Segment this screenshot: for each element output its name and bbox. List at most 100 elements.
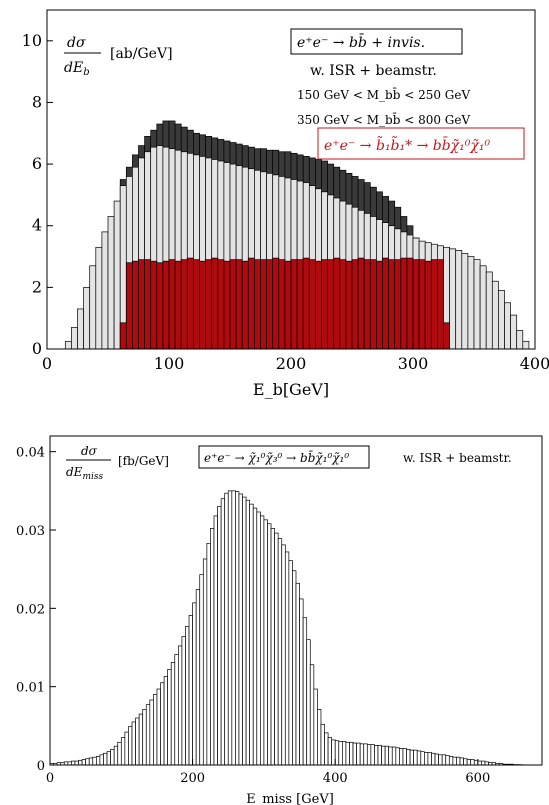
p1-bar-s2-53: [443, 322, 450, 350]
p2-bar-s0-68: [292, 570, 297, 766]
p2-bar-s0-111: [445, 755, 450, 766]
p2-bar-s0-50: [227, 490, 233, 766]
p2-bar-s0-59: [260, 515, 265, 766]
p1-bar-s2-20: [241, 260, 249, 350]
p1-bar-s2-44: [388, 259, 396, 350]
p2-bar-s0-57: [252, 507, 258, 766]
p2-bar-s0-90: [370, 744, 375, 766]
p2-bar-s0-37: [181, 636, 186, 766]
p2-bar-s0-55: [245, 499, 251, 766]
p2-bar-s0-38: [185, 625, 190, 766]
p1-bar-s2-15: [211, 257, 219, 350]
p2-bar-s0-23: [131, 721, 136, 766]
p1-bar-s1-67: [473, 259, 481, 350]
p2-bar-s0-103: [416, 750, 422, 766]
p1-bar-s1-70: [491, 280, 499, 350]
p1-bar-s2-29: [296, 259, 304, 350]
p2-ytick-label-3: 0.03: [16, 524, 45, 539]
p1-bar-s1-75: [522, 340, 530, 350]
p2-bar-s0-88: [363, 743, 368, 766]
p2-ticks: 0 200 400 600 0 0.01 0.02 0.03 0.04: [16, 446, 490, 786]
p1-bar-s2-14: [205, 259, 213, 350]
p1-ytick-label-5: 10: [22, 31, 42, 50]
p2-bar-s0-78: [327, 737, 333, 766]
p2-bar-s0-40: [192, 602, 197, 766]
p1-bar-s2-48: [412, 259, 420, 350]
p2-bar-s0-121: [481, 760, 486, 766]
p2-bar-s0-20: [120, 737, 126, 766]
p2-bar-s0-114: [456, 756, 461, 766]
p2-bar-s0-15: [103, 752, 108, 766]
p2-bar-s0-52: [235, 491, 240, 766]
p1-bar-s2-12: [193, 259, 200, 350]
p1-bar-s2-4: [144, 259, 152, 350]
p1-bar-s2-28: [290, 259, 298, 350]
p2-bar-s0-72: [306, 639, 311, 766]
p1-bar-s2-25: [272, 257, 280, 350]
p1-bar-s1-73: [510, 314, 518, 350]
p2-xtick-label-0: 0: [46, 771, 54, 786]
p2-bar-s0-84: [349, 741, 354, 766]
p2-bar-s0-8: [78, 759, 83, 766]
p1-signal-label: e⁺e⁻ → b̃₁b̃₁* → bb̄χ̃₁⁰χ̃₁⁰: [324, 135, 490, 154]
p2-bar-s0-63: [274, 532, 279, 766]
p1-ytick-label-2: 4: [32, 216, 42, 235]
p1-bar-s1-8: [113, 200, 121, 350]
p1-bar-s2-26: [278, 259, 286, 350]
p1-bar-s2-0: [119, 322, 127, 350]
p1-bar-s1-5: [95, 246, 103, 350]
p2-bar-s0-76: [320, 723, 325, 766]
p1-bar-s2-43: [382, 257, 389, 350]
p2-process-label: e⁺e⁻ → χ̃₁⁰χ̃₃⁰ → bb̄χ̃₁⁰χ̃₁⁰: [204, 449, 349, 465]
p1-bar-s2-38: [351, 259, 359, 350]
p1-bar-s2-5: [150, 260, 158, 350]
p2-bar-s0-12: [92, 756, 97, 766]
p1-xtick-label-2: 200: [276, 354, 307, 373]
p1-xtick-label-3: 300: [398, 354, 429, 373]
p1-bar-s1-3: [83, 287, 91, 350]
p1-bar-s1-71: [498, 290, 505, 350]
p1-bar-s2-40: [363, 259, 371, 350]
p1-bar-s2-24: [266, 259, 274, 350]
p2-bar-s0-87: [359, 743, 365, 766]
p2-bar-s0-34: [170, 662, 176, 766]
p2-xtick-label-1: 200: [180, 771, 205, 786]
p2-bar-s0-93: [381, 745, 386, 766]
p1-bar-s2-18: [229, 259, 237, 350]
p2-bar-s0-42: [199, 574, 204, 766]
p1-bar-s2-49: [418, 259, 426, 350]
p1-signal-box: [317, 127, 525, 160]
p2-bar-s0-108: [434, 753, 439, 766]
p2-bar-s0-53: [238, 493, 243, 766]
p2-bar-s0-75: [317, 709, 322, 766]
p1-bar-s2-8: [168, 259, 176, 350]
p1-bar-s2-42: [376, 260, 383, 350]
p1-process-box: [290, 28, 463, 55]
p2-bar-s0-61: [267, 523, 272, 766]
p1-bar-s2-33: [321, 259, 328, 350]
p2-xtick-label-2: 400: [323, 771, 348, 786]
p2-bar-s0-39: [188, 615, 193, 766]
p2-bar-s0-46: [213, 515, 218, 766]
p1-bar-s1-69: [485, 271, 493, 350]
p2-bar-s0-98: [399, 748, 404, 766]
p1-bar-s1-68: [479, 265, 487, 350]
p2-bar-s0-56: [249, 503, 254, 766]
p2-bar-s0-36: [178, 645, 183, 766]
p1-bar-s2-23: [260, 259, 267, 350]
p2-bar-s0-91: [374, 745, 379, 766]
p2-bar-s0-96: [391, 746, 397, 766]
p2-bar-s0-35: [174, 654, 179, 766]
p2-bar-s0-86: [356, 742, 361, 766]
p2-bar-s0-109: [438, 754, 443, 766]
p2-bar-s0-66: [284, 551, 290, 766]
p1-bar-s2-21: [247, 257, 255, 350]
stop-pair-chart: 0 100 200 300 400 0 2 4 6 8 10 dσ dEb [ab/GeV] e⁺e…: [22, 9, 549, 399]
p2-bar-s0-83: [345, 741, 350, 766]
p2-bar-s0-45: [210, 528, 215, 766]
p1-bar-s2-50: [424, 260, 432, 350]
p2-bar-s0-31: [160, 682, 165, 766]
p2-bar-s0-85: [352, 742, 357, 766]
p2-bar-s0-89: [366, 744, 372, 766]
p2-bar-s0-21: [124, 731, 129, 766]
